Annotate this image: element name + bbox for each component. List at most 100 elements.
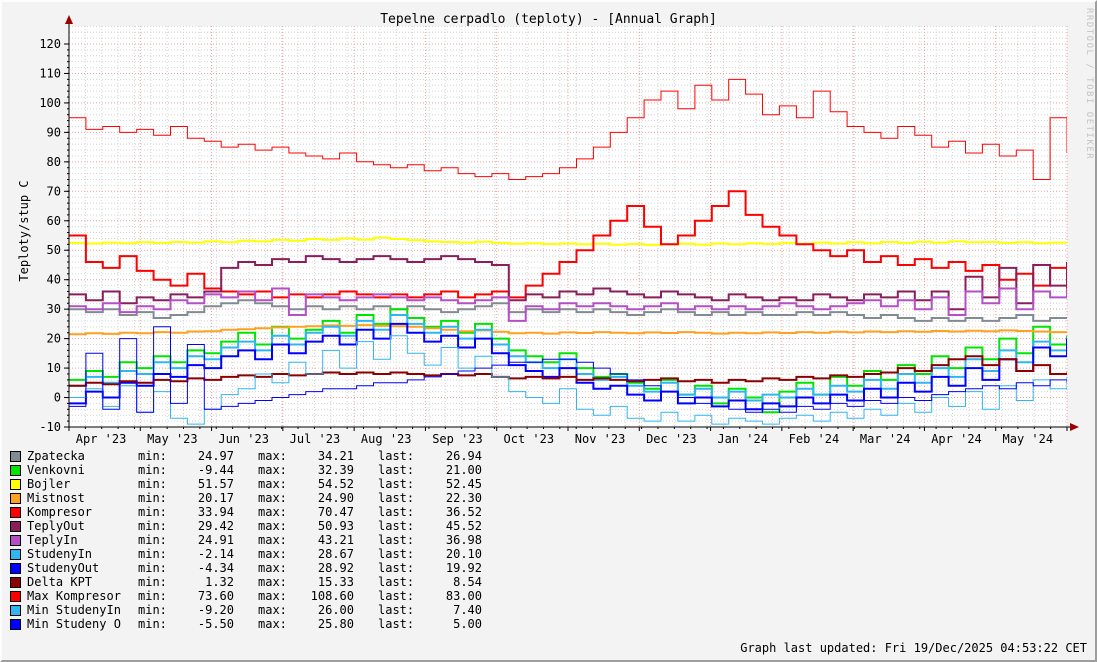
legend-row: Bojler min: 51.57 max: 54.52 last: 52.45 [10, 477, 510, 491]
legend-last-value: 7.40 [453, 603, 482, 617]
legend-series-name: Zpatecka [27, 449, 85, 463]
svg-text:Jul '23: Jul '23 [290, 432, 341, 446]
legend-color-swatch [10, 534, 21, 546]
svg-text:20: 20 [47, 332, 61, 346]
legend-series-name: Mistnost [27, 491, 85, 505]
legend-series-name: StudenyOut [27, 561, 100, 575]
legend-series-name: StudenyIn [27, 547, 93, 561]
legend-last-value: 19.92 [445, 561, 482, 575]
legend-max-value: 34.21 [317, 449, 354, 463]
svg-text:120: 120 [39, 37, 61, 51]
legend-min-value: 24.91 [197, 533, 234, 547]
legend-min-label: min: [138, 491, 167, 505]
legend-min-label: min: [138, 477, 167, 491]
legend-row: Min StudenyIn min: -9.20 max: 26.00 last… [10, 603, 510, 617]
legend-min-label: min: [138, 547, 167, 561]
legend-min-label: min: [138, 463, 167, 477]
legend-min-label: min: [138, 617, 167, 631]
legend-color-swatch [10, 576, 21, 588]
legend-max-label: max: [258, 505, 287, 519]
svg-text:0: 0 [54, 391, 61, 405]
legend-min-label: min: [138, 505, 167, 519]
legend-max-value: 43.21 [317, 533, 354, 547]
legend-last-label: last: [378, 463, 415, 477]
svg-text:100: 100 [39, 96, 61, 110]
legend-last-value: 26.94 [445, 449, 482, 463]
svg-text:70: 70 [47, 184, 61, 198]
legend-min-label: min: [138, 603, 167, 617]
legend-max-label: max: [258, 575, 287, 589]
legend-last-label: last: [378, 533, 415, 547]
legend-row: Kompresor min: 33.94 max: 70.47 last: 36… [10, 505, 510, 519]
legend-min-value: -9.20 [197, 603, 234, 617]
legend-last-value: 8.54 [453, 575, 482, 589]
legend: Zpatecka min: 24.97 max: 34.21 last: 26.… [10, 449, 510, 631]
legend-color-swatch [10, 450, 21, 462]
legend-last-value: 36.52 [445, 505, 482, 519]
legend-row: Max Kompresor min: 73.60 max: 108.60 las… [10, 589, 510, 603]
legend-max-value: 32.39 [317, 463, 354, 477]
legend-last-value: 21.00 [445, 463, 482, 477]
legend-max-label: max: [258, 533, 287, 547]
legend-last-label: last: [378, 589, 415, 603]
legend-series-name: Min Studeny O [27, 617, 121, 631]
legend-color-swatch [10, 562, 21, 574]
svg-text:-10: -10 [39, 420, 61, 434]
legend-max-value: 50.93 [317, 519, 354, 533]
legend-max-label: max: [258, 589, 287, 603]
rrdtool-watermark: RRDTOOL / TOBI OETIKER [1084, 8, 1094, 161]
legend-min-value: -4.34 [197, 561, 234, 575]
legend-last-value: 20.10 [445, 547, 482, 561]
legend-max-value: 24.90 [317, 491, 354, 505]
legend-last-value: 83.00 [445, 589, 482, 603]
legend-max-label: max: [258, 561, 287, 575]
legend-color-swatch [10, 492, 21, 504]
legend-max-label: max: [258, 477, 287, 491]
legend-color-swatch [10, 464, 21, 476]
legend-row: StudenyOut min: -4.34 max: 28.92 last: 1… [10, 561, 510, 575]
legend-min-value: 29.42 [197, 519, 234, 533]
legend-max-label: max: [258, 463, 287, 477]
legend-min-label: min: [138, 449, 167, 463]
legend-color-swatch [10, 478, 21, 490]
svg-text:110: 110 [39, 66, 61, 80]
legend-series-name: Venkovni [27, 463, 85, 477]
legend-min-value: -9.44 [197, 463, 234, 477]
legend-max-label: max: [258, 519, 287, 533]
legend-min-value: 33.94 [197, 505, 234, 519]
legend-last-label: last: [378, 491, 415, 505]
legend-max-value: 25.80 [317, 617, 354, 631]
legend-min-value: 20.17 [197, 491, 234, 505]
legend-row: Mistnost min: 20.17 max: 24.90 last: 22.… [10, 491, 510, 505]
svg-text:80: 80 [47, 155, 61, 169]
legend-color-swatch [10, 618, 21, 630]
svg-text:60: 60 [47, 214, 61, 228]
svg-text:Oct '23: Oct '23 [504, 432, 555, 446]
legend-row: Zpatecka min: 24.97 max: 34.21 last: 26.… [10, 449, 510, 463]
legend-series-name: TeplyOut [27, 519, 85, 533]
svg-text:30: 30 [47, 302, 61, 316]
legend-max-value: 26.00 [317, 603, 354, 617]
svg-text:Apr '23: Apr '23 [76, 432, 127, 446]
legend-last-label: last: [378, 505, 415, 519]
legend-last-label: last: [378, 617, 415, 631]
legend-min-value: 1.32 [205, 575, 234, 589]
legend-last-value: 45.52 [445, 519, 482, 533]
svg-text:40: 40 [47, 273, 61, 287]
legend-series-name: Delta KPT [27, 575, 93, 589]
legend-color-swatch [10, 604, 21, 616]
legend-max-label: max: [258, 491, 287, 505]
svg-text:Apr '24: Apr '24 [931, 432, 982, 446]
legend-last-label: last: [378, 575, 415, 589]
svg-text:Dec '23: Dec '23 [646, 432, 697, 446]
legend-min-label: min: [138, 533, 167, 547]
legend-max-label: max: [258, 449, 287, 463]
legend-color-swatch [10, 520, 21, 532]
legend-series-name: Kompresor [27, 505, 93, 519]
svg-text:Mar '24: Mar '24 [860, 432, 911, 446]
svg-text:May '24: May '24 [1003, 432, 1054, 446]
legend-min-label: min: [138, 589, 167, 603]
svg-text:Aug '23: Aug '23 [361, 432, 412, 446]
svg-text:Feb '24: Feb '24 [789, 432, 840, 446]
